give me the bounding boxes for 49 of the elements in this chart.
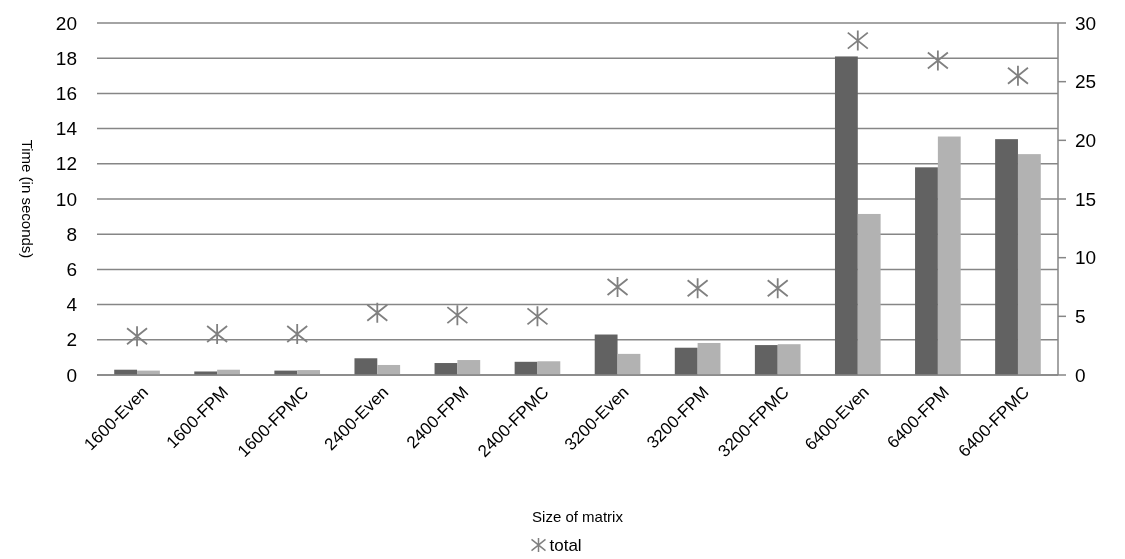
y-tick-label: 6 (66, 259, 77, 281)
bar (377, 364, 401, 375)
bar (617, 353, 641, 375)
y-tick-label: 4 (66, 294, 78, 316)
point (766, 277, 789, 300)
y2-tick-label: 25 (1075, 71, 1097, 93)
bar (674, 347, 698, 375)
y-tick-label: 0 (66, 364, 77, 386)
bar (537, 361, 561, 375)
bar (754, 345, 778, 375)
bar (1017, 154, 1041, 375)
point (366, 301, 389, 324)
point (926, 49, 949, 72)
y2-tick-label: 30 (1075, 12, 1097, 34)
point (126, 325, 148, 348)
y-tick-label: 14 (55, 118, 78, 140)
bar (915, 167, 938, 375)
bar (697, 342, 721, 375)
point (206, 323, 229, 345)
y-tick-label: 12 (55, 153, 77, 175)
y-tick-label: 2 (66, 329, 77, 351)
y2-tick-label: 15 (1075, 188, 1097, 210)
bar (834, 56, 858, 375)
y2-tick-label: 20 (1075, 129, 1097, 151)
point (286, 323, 309, 345)
bar (937, 136, 961, 375)
y2-tick-label: 10 (1075, 247, 1097, 269)
point (446, 304, 469, 327)
bar (995, 139, 1018, 375)
x-axis-title: Size of matrix (532, 508, 624, 525)
bar (457, 360, 481, 375)
y-axis-title: Time (in seconds) (19, 139, 36, 259)
bar (354, 358, 378, 375)
y-tick-label: 18 (55, 47, 77, 69)
point (526, 305, 549, 328)
y-tick-label: 10 (55, 188, 77, 210)
bar (594, 334, 618, 375)
point (686, 277, 709, 300)
bar (777, 344, 801, 375)
y2-tick-label: 5 (1075, 305, 1086, 327)
point (606, 276, 629, 298)
y-tick-label: 20 (55, 12, 77, 34)
y-tick-label: 8 (66, 223, 77, 245)
bar (857, 213, 881, 375)
y2-tick-label: 0 (1075, 364, 1086, 386)
y-tick-label: 16 (55, 83, 77, 105)
legend-label: total (549, 535, 582, 555)
point (1007, 64, 1029, 87)
point (846, 29, 869, 52)
